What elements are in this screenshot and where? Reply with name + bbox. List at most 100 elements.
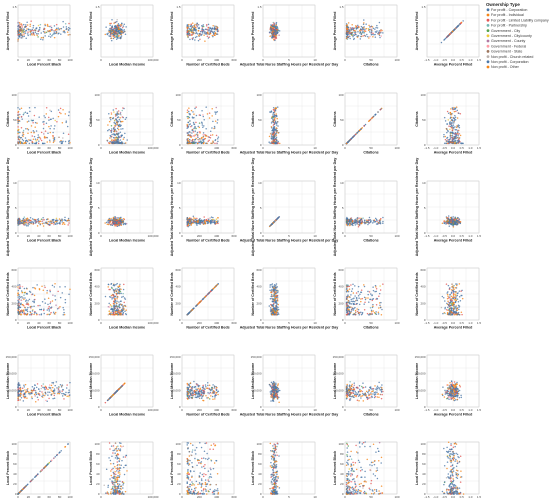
panel-average-percent-filled-vs-local-percent-black-point (57, 32, 59, 35)
panel-average-percent-filled-vs-local-percent-black-point (60, 33, 62, 35)
panel-average-percent-filled-vs-citations-point (378, 21, 381, 24)
panel-number-of-certified-beds-vs-local-percent-black-point (33, 312, 36, 314)
panel-number-of-certified-beds-vs-local-median-income-point (110, 307, 113, 310)
panel-average-percent-filled-vs-local-median-income-point (110, 22, 112, 25)
panel-average-percent-filled-vs-number-of-certified-beds-point (203, 34, 205, 36)
panel-citations-vs-local-percent-black-y-tick-label: 50 (13, 118, 17, 122)
panel-average-percent-filled-vs-local-median-income-point (115, 25, 117, 28)
panel-citations-vs-adjusted-total-nurse-staffing-hours-per-resident-per-day-y-axis-title: Citations (251, 111, 255, 126)
panel-average-percent-filled-vs-local-percent-black-point (64, 31, 66, 34)
panel-citations-vs-local-percent-black-point (18, 135, 20, 137)
panel-adjusted-total-nurse-staffing-hours-per-resident-per-day-vs-number-of-certified-beds-point (186, 217, 188, 219)
panel-citations-vs-average-percent-filled-x-tick-label: 0.5 (460, 146, 465, 150)
panel-average-percent-filled-vs-number-of-certified-beds-point (194, 23, 196, 26)
panel-average-percent-filled-vs-number-of-certified-beds-point (209, 31, 212, 34)
panel-adjusted-total-nurse-staffing-hours-per-resident-per-day-vs-local-median-income-point (111, 219, 114, 221)
panel-citations-vs-number-of-certified-beds-point (189, 113, 191, 115)
panel-average-percent-filled-vs-citations-point (349, 27, 352, 29)
panel-number-of-certified-beds-vs-local-median-income-point (112, 307, 114, 310)
panel-average-percent-filled-vs-local-percent-black-point (21, 24, 23, 26)
panel-average-percent-filled-vs-number-of-certified-beds-x-tick-label: 600 (231, 58, 236, 62)
panel-citations-vs-number-of-certified-beds-point (189, 120, 191, 122)
panel-adjusted-total-nurse-staffing-hours-per-resident-per-day-vs-number-of-certified-beds-point (186, 224, 189, 227)
panel-number-of-certified-beds-vs-local-percent-black-point (23, 306, 26, 309)
panel-citations-vs-local-median-income-point (114, 137, 116, 139)
panel-number-of-certified-beds-vs-number-of-certified-beds-point (204, 295, 207, 298)
panel-adjusted-total-nurse-staffing-hours-per-resident-per-day-vs-number-of-certified-beds-point (205, 218, 207, 221)
panel-citations-vs-local-median-income-x-tick-label: 100,000 (148, 146, 159, 150)
panel-average-percent-filled-vs-number-of-certified-beds-point (197, 29, 200, 32)
panel-citations-vs-local-median-income-point (121, 109, 123, 112)
panel-citations-vs-local-median-income-point (110, 135, 112, 138)
panel-average-percent-filled-vs-local-percent-black-point (21, 31, 23, 33)
panel-citations-vs-number-of-certified-beds-point (186, 123, 188, 126)
panel-average-percent-filled-vs-citations-point (359, 38, 362, 40)
panel-citations-vs-local-median-income-y-tick-label: 0 (98, 143, 100, 147)
panel-average-percent-filled-vs-local-percent-black-point (29, 34, 32, 36)
panel-number-of-certified-beds-vs-local-percent-black-point (36, 284, 38, 286)
panel-average-percent-filled-vs-local-percent-black-point (21, 26, 23, 28)
panel-number-of-certified-beds-vs-local-median-income-point (115, 304, 117, 306)
panel-adjusted-total-nurse-staffing-hours-per-resident-per-day-vs-number-of-certified-beds-point (189, 218, 191, 221)
panel-adjusted-total-nurse-staffing-hours-per-resident-per-day-vs-average-percent-filled-point (444, 221, 446, 224)
panel-citations-vs-local-percent-black-point (21, 138, 24, 141)
panel-adjusted-total-nurse-staffing-hours-per-resident-per-day-vs-local-percent-black-point (59, 221, 62, 223)
panel-number-of-certified-beds-vs-local-median-income-point (119, 290, 122, 293)
panel-average-percent-filled-vs-number-of-certified-beds-point (193, 32, 195, 34)
panel-citations-vs-local-percent-black-x-tick-label: 80 (58, 146, 62, 150)
panel-citations-vs-local-median-income-point (113, 111, 115, 113)
panel-citations-vs-average-percent-filled-point (450, 132, 452, 135)
panel-citations-vs-local-percent-black-point (24, 111, 27, 114)
panel-average-percent-filled-vs-adjusted-total-nurse-staffing-hours-per-resident-per-day-point (272, 26, 275, 29)
panel-adjusted-total-nurse-staffing-hours-per-resident-per-day-vs-local-percent-black-point (42, 225, 45, 227)
panel-average-percent-filled-vs-citations-point (357, 24, 359, 27)
panel-average-percent-filled-vs-citations-point (363, 19, 365, 21)
panel-number-of-certified-beds-vs-local-percent-black-point (51, 300, 54, 302)
panel-citations-vs-local-percent-black-point (62, 137, 64, 139)
panel-average-percent-filled-vs-citations-point (365, 27, 368, 30)
panel-citations-vs-average-percent-filled-x-tick-label: -0.5 (442, 146, 448, 150)
panel-citations-vs-local-percent-black-point (57, 115, 60, 118)
panel-average-percent-filled-vs-citations-point (365, 23, 367, 25)
panel-number-of-certified-beds-vs-local-percent-black-x-tick-label: 0 (17, 321, 19, 325)
panel-adjusted-total-nurse-staffing-hours-per-resident-per-day-vs-local-percent-black-point (39, 223, 41, 226)
panel-citations-vs-local-percent-black-point (30, 119, 33, 121)
panel-number-of-certified-beds-vs-number-of-certified-beds-y-tick-label: 600 (175, 268, 180, 272)
panel-average-percent-filled-vs-local-percent-black-point (18, 35, 21, 37)
panel-citations-vs-local-percent-black-point (53, 137, 56, 139)
panel-citations-vs-local-percent-black-point (64, 140, 67, 143)
panel-citations-vs-local-median-income-point (119, 116, 121, 119)
panel-adjusted-total-nurse-staffing-hours-per-resident-per-day-vs-citations-point (380, 217, 382, 220)
panel-average-percent-filled-vs-local-percent-black-point (33, 34, 36, 36)
panel-average-percent-filled-vs-local-median-income-point (118, 37, 120, 39)
panel-citations-vs-average-percent-filled-x-tick-label: 0.0 (451, 146, 456, 150)
panel-average-percent-filled-vs-adjusted-total-nurse-staffing-hours-per-resident-per-day-point (276, 31, 279, 33)
panel-number-of-certified-beds-vs-local-percent-black-point (64, 298, 67, 301)
panel-adjusted-total-nurse-staffing-hours-per-resident-per-day-vs-adjusted-total-nurse-staffing-hours-per-resident-per-day-point (271, 223, 273, 225)
panel-number-of-certified-beds-vs-number-of-certified-beds-point (214, 285, 217, 288)
panel-average-percent-filled-vs-local-percent-black-point (55, 32, 57, 35)
panel-citations-vs-adjusted-total-nurse-staffing-hours-per-resident-per-day-x-axis-title: Adjusted Total Nurse Staffing Hours per … (240, 151, 339, 155)
panel-adjusted-total-nurse-staffing-hours-per-resident-per-day-vs-local-percent-black-point (55, 219, 58, 221)
panel-adjusted-total-nurse-staffing-hours-per-resident-per-day-vs-citations-point (360, 221, 363, 223)
panel-adjusted-total-nurse-staffing-hours-per-resident-per-day-vs-average-percent-filled-point (452, 223, 455, 226)
panel-average-percent-filled-vs-adjusted-total-nurse-staffing-hours-per-resident-per-day-point (270, 25, 272, 28)
panel-number-of-certified-beds-vs-local-percent-black-point (63, 308, 65, 311)
panel-average-percent-filled-vs-local-percent-black-point (37, 30, 40, 32)
panel-citations-vs-number-of-certified-beds-point (193, 123, 196, 126)
panel-adjusted-total-nurse-staffing-hours-per-resident-per-day-vs-local-percent-black-point (56, 222, 59, 225)
panel-adjusted-total-nurse-staffing-hours-per-resident-per-day-vs-citations-point (357, 226, 360, 228)
panel-number-of-certified-beds-vs-local-percent-black-point (20, 313, 23, 316)
panel-average-percent-filled-vs-citations-point (354, 30, 357, 32)
panel-average-percent-filled-vs-adjusted-total-nurse-staffing-hours-per-resident-per-day-point (273, 28, 276, 31)
panel-number-of-certified-beds-vs-local-percent-black-point (53, 286, 56, 288)
panel-citations-vs-local-median-income-point (116, 127, 119, 130)
panel-number-of-certified-beds-vs-local-percent-black-point (20, 310, 23, 312)
panel-citations-vs-number-of-certified-beds-frame (181, 92, 235, 146)
panel-number-of-certified-beds-vs-local-median-income-point (108, 310, 110, 313)
panel-citations-vs-number-of-certified-beds-point (188, 140, 191, 143)
panel-average-percent-filled-vs-local-percent-black-point (29, 23, 32, 26)
panel-average-percent-filled-vs-local-median-income-point (116, 37, 119, 39)
panel-citations-vs-average-percent-filled-point (451, 141, 453, 144)
panel-average-percent-filled-vs-local-percent-black-point (50, 26, 53, 29)
